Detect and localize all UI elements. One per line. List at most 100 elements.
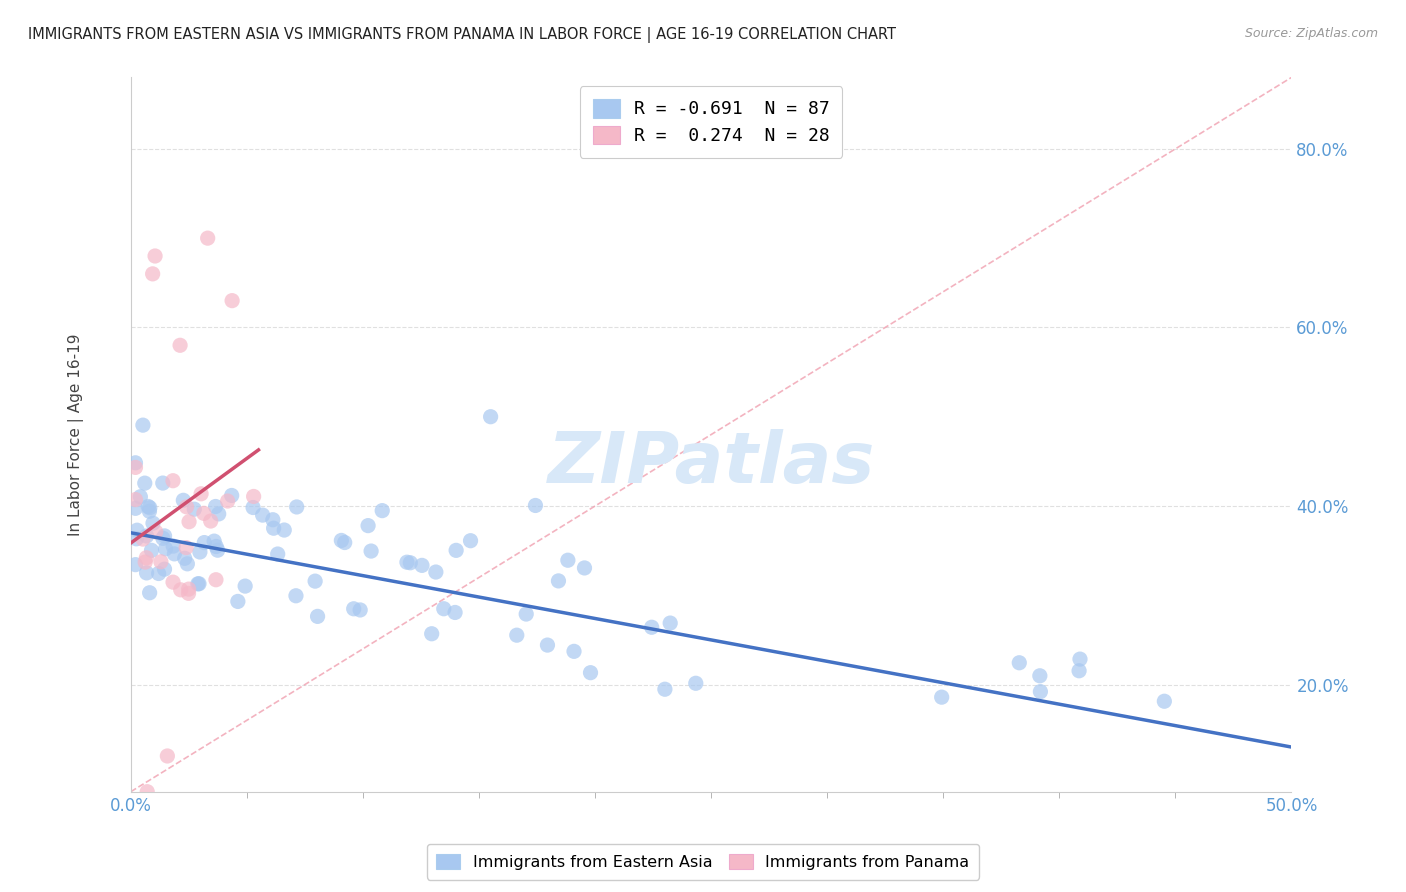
Point	[207, 543, 229, 558]
Point	[125, 523, 148, 537]
Point	[1029, 669, 1052, 683]
Point	[129, 490, 152, 504]
Point	[138, 504, 160, 518]
Point	[204, 500, 226, 514]
Point	[188, 545, 211, 559]
Point	[205, 573, 228, 587]
Point	[205, 540, 228, 554]
Point	[190, 487, 212, 501]
Point	[579, 665, 602, 680]
Point	[153, 562, 176, 576]
Text: Source: ZipAtlas.com: Source: ZipAtlas.com	[1244, 27, 1378, 40]
Legend: R = -0.691  N = 87, R =  0.274  N = 28: R = -0.691 N = 87, R = 0.274 N = 28	[579, 87, 842, 158]
Point	[162, 474, 184, 488]
Point	[399, 556, 422, 570]
Point	[193, 507, 215, 521]
Point	[135, 566, 157, 580]
Point	[1069, 652, 1091, 666]
Point	[208, 507, 231, 521]
Y-axis label: In Labor Force | Age 16-19: In Labor Force | Age 16-19	[69, 334, 84, 536]
Point	[163, 547, 186, 561]
Point	[641, 620, 664, 634]
Point	[145, 524, 167, 539]
Point	[284, 589, 307, 603]
Legend: Immigrants from Eastern Asia, Immigrants from Panama: Immigrants from Eastern Asia, Immigrants…	[427, 845, 979, 880]
Point	[148, 566, 170, 581]
Point	[156, 749, 179, 764]
Point	[134, 555, 156, 569]
Point	[183, 502, 205, 516]
Point	[124, 460, 146, 475]
Point	[170, 582, 193, 597]
Point	[217, 494, 239, 508]
Point	[574, 561, 596, 575]
Point	[221, 293, 243, 308]
Point	[233, 579, 256, 593]
Point	[273, 523, 295, 537]
Point	[357, 518, 380, 533]
Point	[125, 532, 148, 546]
Point	[411, 558, 433, 573]
Point	[444, 543, 467, 558]
Point	[153, 529, 176, 543]
Point	[285, 500, 308, 514]
Point	[460, 533, 482, 548]
Point	[267, 547, 290, 561]
Point	[134, 476, 156, 491]
Point	[177, 582, 200, 596]
Point	[1067, 664, 1090, 678]
Point	[1008, 656, 1031, 670]
Point	[395, 555, 418, 569]
Point	[242, 490, 264, 504]
Point	[135, 529, 157, 543]
Point	[152, 532, 174, 546]
Point	[136, 500, 159, 514]
Text: ZIPatlas: ZIPatlas	[547, 429, 875, 498]
Point	[162, 539, 184, 553]
Point	[931, 690, 953, 705]
Point	[188, 576, 211, 591]
Point	[187, 577, 209, 591]
Point	[221, 488, 243, 502]
Point	[524, 499, 547, 513]
Point	[176, 500, 198, 514]
Point	[252, 508, 274, 522]
Point	[562, 644, 585, 658]
Point	[141, 543, 163, 558]
Point	[420, 626, 443, 640]
Point	[124, 501, 146, 516]
Point	[142, 267, 165, 281]
Point	[479, 409, 502, 424]
Point	[152, 476, 174, 491]
Point	[155, 541, 177, 556]
Point	[202, 534, 225, 549]
Point	[136, 785, 159, 799]
Point	[173, 551, 195, 566]
Point	[193, 535, 215, 549]
Point	[425, 565, 447, 579]
Point	[349, 603, 371, 617]
Point	[262, 513, 284, 527]
Point	[506, 628, 529, 642]
Point	[142, 516, 165, 531]
Point	[200, 514, 222, 528]
Point	[1153, 694, 1175, 708]
Point	[263, 521, 285, 535]
Point	[433, 601, 456, 615]
Point	[138, 586, 160, 600]
Point	[174, 541, 197, 555]
Point	[444, 606, 467, 620]
Point	[177, 515, 200, 529]
Point	[343, 601, 366, 615]
Point	[360, 544, 382, 558]
Point	[149, 555, 172, 569]
Point	[547, 574, 569, 588]
Point	[685, 676, 707, 690]
Point	[557, 553, 579, 567]
Point	[242, 500, 264, 515]
Point	[132, 532, 155, 546]
Point	[659, 616, 682, 631]
Point	[124, 558, 146, 572]
Point	[330, 533, 353, 548]
Point	[177, 586, 200, 600]
